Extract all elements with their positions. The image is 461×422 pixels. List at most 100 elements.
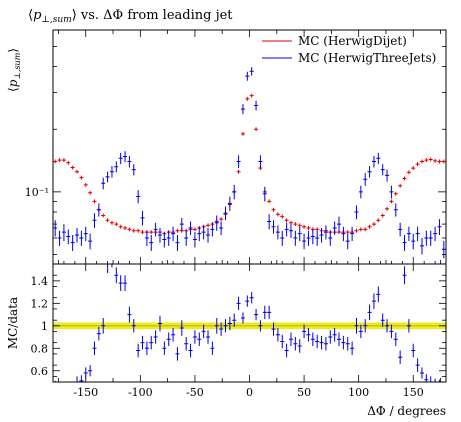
ratio-point — [319, 335, 324, 350]
dijet-point — [280, 214, 285, 219]
threejets-point — [96, 203, 101, 217]
ratio-point — [275, 328, 280, 342]
ratio-point — [280, 334, 285, 349]
dijet-point — [402, 176, 407, 181]
threejets-point — [354, 205, 359, 220]
threejets-point — [171, 226, 176, 242]
dijet-point — [66, 160, 71, 165]
legend: MC (HerwigDijet) MC (HerwigThreeJets) — [262, 34, 436, 65]
ratio-point — [227, 316, 232, 331]
threejets-point — [341, 226, 346, 242]
main-plot: 10⁻¹ ⟨p⊥,sum⟩ MC (HerwigDijet) MC (Herwi… — [6, 29, 447, 265]
threejets-point — [61, 224, 66, 242]
threejets-point — [406, 226, 411, 242]
dijet-point — [315, 227, 320, 232]
dijet-point — [79, 175, 84, 180]
threejets-point — [83, 226, 88, 242]
ratio-x-tick-label: 100 — [348, 386, 369, 399]
ratio-point — [101, 317, 106, 334]
threejets-point — [323, 225, 328, 240]
top-plot-frame — [52, 29, 447, 265]
ratio-point — [75, 376, 80, 383]
dijet-point — [433, 158, 438, 163]
threejets-point — [184, 230, 189, 246]
ratio-point — [249, 292, 254, 304]
ratio-point — [389, 324, 394, 339]
threejets-point — [280, 230, 285, 246]
threejets-point — [433, 226, 438, 242]
ratio-point — [411, 343, 416, 358]
threejets-point — [192, 232, 197, 248]
ratio-point — [206, 330, 211, 344]
ratio-x-tick-label: -150 — [73, 386, 98, 399]
ratio-point — [232, 313, 237, 327]
ratio-point — [184, 337, 189, 351]
title-rest: ⟩ vs. ΔΦ from leading jet — [72, 8, 234, 23]
threejets-point — [358, 185, 363, 199]
threejets-point — [385, 169, 390, 182]
threejets-point — [428, 230, 433, 246]
dijet-point — [376, 218, 381, 223]
threejets-point — [206, 228, 211, 243]
threejets-point — [297, 226, 302, 242]
threejets-point — [419, 238, 424, 255]
threejets-point — [179, 217, 184, 231]
threejets-point — [337, 216, 342, 233]
ratio-point — [341, 335, 346, 350]
title-sub: ⊥,sum — [41, 15, 71, 25]
dijet-point — [275, 212, 280, 217]
dijet-point — [123, 226, 128, 231]
dijet-point — [306, 226, 311, 231]
ratio-point — [385, 319, 390, 333]
ratio-point — [131, 319, 136, 333]
ratio-point — [376, 286, 381, 303]
ratio-point — [306, 328, 311, 342]
ratio-x-tick-label: -50 — [186, 386, 204, 399]
dijet-point — [249, 93, 254, 98]
ratio-point — [258, 320, 263, 332]
dijet-point — [284, 218, 289, 223]
dijet-point — [398, 183, 403, 188]
dijet-point — [345, 230, 350, 235]
dijet-point — [105, 218, 110, 223]
dijet-point — [393, 191, 398, 196]
threejets-point — [101, 177, 106, 190]
ratio-point — [262, 305, 267, 320]
threejets-point — [284, 222, 289, 237]
threejets-point — [258, 155, 263, 169]
dijet-point — [419, 159, 424, 164]
ratio-point — [315, 334, 320, 349]
ratio-point — [92, 341, 97, 356]
dijet-point — [61, 158, 66, 163]
dijet-point — [267, 199, 272, 204]
ratio-point — [144, 341, 149, 356]
threejets-point — [88, 233, 93, 250]
ratio-point — [192, 330, 197, 344]
dijet-point — [441, 159, 446, 164]
threejets-point — [175, 235, 180, 251]
dijet-point — [371, 222, 376, 227]
dijet-point — [114, 222, 119, 227]
dijet-point — [354, 228, 359, 233]
ratio-point — [201, 324, 206, 339]
ratio-point — [406, 319, 411, 333]
top-plot-series — [53, 67, 446, 259]
dijet-point — [411, 166, 416, 171]
ratio-point — [175, 347, 180, 361]
ratio-point — [179, 320, 184, 336]
ratio-point — [114, 267, 119, 284]
threejets-point — [249, 67, 254, 76]
ratio-point — [236, 296, 241, 311]
dijet-point — [140, 230, 145, 235]
threejets-point — [75, 228, 80, 243]
threejets-point — [371, 155, 376, 168]
ratio-point — [197, 332, 202, 347]
threejets-point — [166, 230, 171, 246]
dijet-point — [175, 228, 180, 233]
bottom-axis-ticks: 0.6 0.8 1 1.2 1.4 -150 -100 -50 0 50 100 150 — [31, 264, 446, 399]
threejets-point — [66, 229, 71, 245]
threejets-point — [380, 164, 385, 176]
ratio-point — [162, 341, 167, 356]
ratio-point — [363, 319, 368, 333]
ratio-point — [123, 275, 128, 291]
